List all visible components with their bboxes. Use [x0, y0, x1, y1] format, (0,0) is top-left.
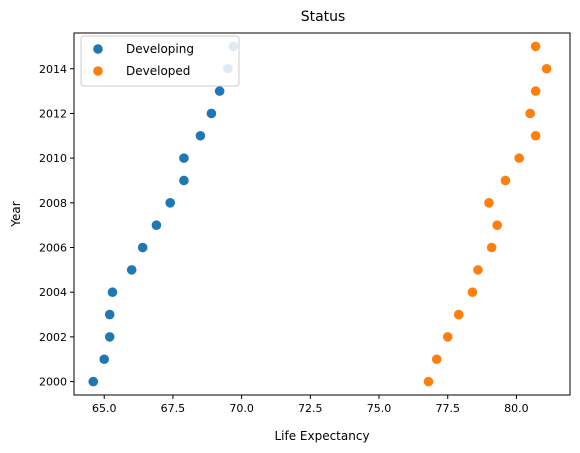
data-point — [453, 309, 464, 320]
x-tick-label: 70.0 — [229, 402, 254, 415]
y-tick-label: 2004 — [39, 286, 67, 299]
x-tick-label: 80.0 — [504, 402, 529, 415]
legend: Developing Developed — [80, 35, 240, 87]
legend-marker — [93, 44, 103, 54]
data-point — [206, 108, 217, 119]
data-point — [467, 287, 478, 298]
y-tick-label: 2008 — [39, 197, 67, 210]
data-point — [530, 130, 541, 141]
x-tick-label: 67.5 — [161, 402, 186, 415]
data-point — [165, 198, 175, 208]
data-point — [195, 130, 206, 141]
data-point — [431, 354, 442, 365]
legend-label: Developed — [126, 64, 190, 78]
data-point — [99, 354, 110, 365]
data-point — [179, 153, 189, 163]
data-point — [104, 309, 115, 320]
x-axis: 65.0 67.5 70.0 72.5 75.0 77.5 80.0 — [92, 395, 529, 415]
x-tick-label: 72.5 — [298, 402, 323, 415]
x-tick-label: 77.5 — [435, 402, 460, 415]
series-developed — [423, 41, 552, 387]
data-point — [151, 220, 162, 230]
legend-label: Developing — [126, 42, 194, 56]
data-point — [104, 332, 115, 342]
data-point — [423, 376, 434, 387]
legend-box — [80, 35, 240, 87]
x-tick-label: 75.0 — [367, 402, 392, 415]
data-point — [500, 175, 511, 186]
y-axis: 2000 2002 2004 2006 2008 2010 2012 2014 — [39, 63, 74, 389]
data-point — [214, 86, 225, 96]
x-tick-label: 65.0 — [92, 402, 117, 415]
y-tick-label: 2002 — [39, 331, 67, 344]
y-axis-label: Year — [9, 201, 23, 227]
y-tick-label: 2006 — [39, 242, 67, 255]
data-point — [442, 332, 453, 342]
data-point — [530, 86, 541, 96]
data-point — [514, 153, 524, 163]
data-point — [88, 376, 99, 387]
x-axis-label: Life Expectancy — [274, 429, 369, 443]
y-tick-label: 2014 — [39, 63, 67, 76]
legend-marker — [93, 66, 103, 76]
y-tick-label: 2012 — [39, 107, 67, 120]
data-point — [484, 198, 494, 208]
data-point — [541, 63, 552, 74]
data-point — [492, 220, 502, 230]
data-point — [530, 41, 541, 52]
data-points — [88, 41, 552, 387]
data-point — [473, 265, 483, 275]
data-point — [486, 242, 497, 253]
y-tick-label: 2010 — [39, 152, 67, 165]
y-tick-label: 2000 — [39, 376, 67, 389]
chart-title: Status — [301, 9, 346, 25]
data-point — [179, 175, 189, 186]
data-point — [107, 287, 118, 298]
data-point — [525, 108, 535, 119]
data-point — [126, 265, 137, 275]
data-point — [137, 242, 148, 253]
axes-frame — [73, 32, 571, 396]
